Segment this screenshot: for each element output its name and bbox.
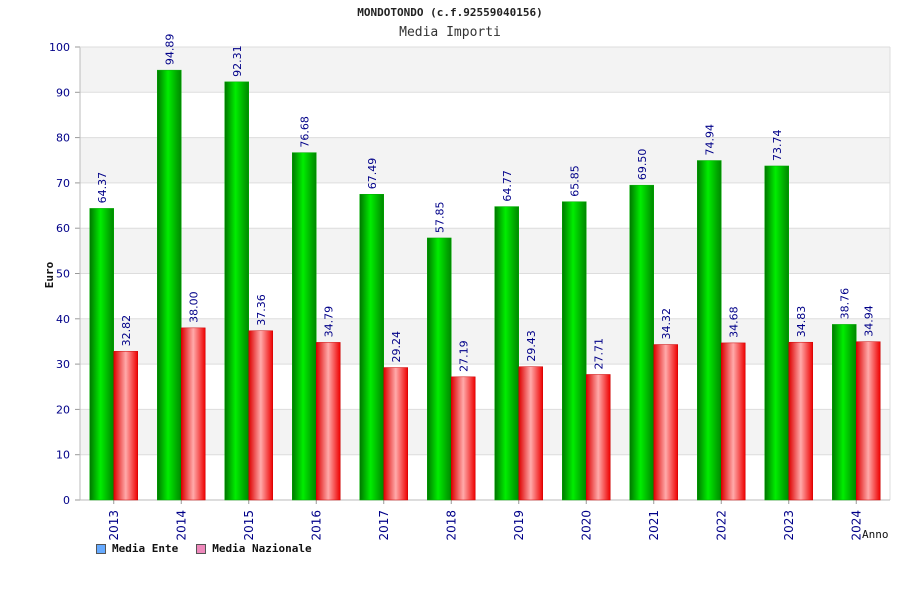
x-tick-label: 2022 xyxy=(714,510,728,541)
bar-media-nazionale xyxy=(181,327,206,501)
bar-media-ente xyxy=(427,237,452,501)
x-tick-label: 2014 xyxy=(174,510,188,541)
bar-media-ente xyxy=(224,81,249,501)
grid-band xyxy=(80,228,890,274)
x-tick-label: 2017 xyxy=(377,510,391,541)
legend: Media Ente Media Nazionale xyxy=(96,542,312,555)
bar-media-nazionale xyxy=(856,341,881,501)
data-label: 27.71 xyxy=(592,338,605,370)
y-tick-label: 0 xyxy=(63,494,70,507)
data-label: 67.49 xyxy=(366,158,379,190)
grid-band xyxy=(80,182,890,229)
legend-swatch-media-nazionale xyxy=(196,543,207,554)
data-label: 29.24 xyxy=(390,331,403,363)
data-label: 64.37 xyxy=(96,172,109,204)
bar-media-ente xyxy=(764,165,789,501)
grid-band xyxy=(80,47,890,93)
grid-band xyxy=(80,364,890,410)
bar-media-nazionale xyxy=(248,330,273,501)
tick-labels: 0 10 20 30 40 50 60 70 80 90 100 2013 2014 2015 2016 20… xyxy=(49,41,863,541)
y-tick-label: 100 xyxy=(49,41,70,54)
bar-media-nazionale xyxy=(383,367,408,501)
data-label: 64.77 xyxy=(501,170,514,202)
bar-media-nazionale xyxy=(586,374,611,501)
y-tick-label: 50 xyxy=(56,268,70,281)
data-label: 34.32 xyxy=(660,308,673,340)
data-label: 34.83 xyxy=(795,306,808,338)
data-label: 32.82 xyxy=(120,315,133,347)
legend-item-media-ente: Media Ente xyxy=(96,542,178,555)
bar-media-ente xyxy=(562,201,587,501)
y-tick-label: 80 xyxy=(56,132,70,145)
chart-subtitle: Media Importi xyxy=(399,25,501,40)
data-label: 92.31 xyxy=(231,45,244,77)
legend-item-media-nazionale: Media Nazionale xyxy=(196,542,312,555)
bar-media-nazionale xyxy=(653,344,678,501)
grid-band xyxy=(80,409,890,455)
y-tick-label: 90 xyxy=(56,86,70,99)
x-tick-label: 2023 xyxy=(782,510,796,541)
x-tick-label: 2018 xyxy=(444,510,458,541)
bar-media-ente xyxy=(157,69,182,501)
bar-media-ente xyxy=(359,194,384,501)
bar-media-ente xyxy=(832,324,857,501)
x-tick-label: 2024 xyxy=(849,510,863,541)
data-label: 29.43 xyxy=(525,330,538,362)
data-label: 34.79 xyxy=(322,306,335,338)
x-tick-label: 2016 xyxy=(309,510,323,541)
x-tick-label: 2019 xyxy=(512,510,526,541)
y-tick-label: 10 xyxy=(56,449,70,462)
data-label: 74.94 xyxy=(703,124,716,156)
bar-media-ente xyxy=(494,206,519,501)
bar-media-ente xyxy=(292,152,317,501)
bar-media-nazionale xyxy=(451,376,476,501)
grid-band xyxy=(80,273,890,319)
grid-band xyxy=(80,454,890,500)
data-label: 65.85 xyxy=(568,165,581,197)
bar-media-nazionale xyxy=(721,342,746,501)
axes xyxy=(75,46,891,504)
legend-label-media-nazionale: Media Nazionale xyxy=(212,542,312,555)
bar-media-ente xyxy=(697,160,722,501)
bar-media-nazionale xyxy=(518,366,543,501)
x-tick-label: 2015 xyxy=(242,510,256,541)
data-label: 76.68 xyxy=(298,116,311,148)
bar-media-ente xyxy=(89,208,114,501)
y-tick-label: 40 xyxy=(56,313,70,326)
data-labels: 64.37 32.82 94.89 38.00 92.31 37.36 76.68 34.79… xyxy=(96,34,876,372)
grid-band xyxy=(80,318,890,365)
chart-title: MONDOTONDO (c.f.92559040156) xyxy=(357,6,543,19)
data-label: 38.76 xyxy=(838,288,851,320)
data-label: 38.00 xyxy=(187,291,200,323)
x-tick-label: 2021 xyxy=(647,510,661,541)
grid-band xyxy=(80,137,890,183)
legend-swatch-media-ente xyxy=(96,543,106,554)
y-axis-label: Euro xyxy=(43,261,56,288)
grid-band xyxy=(80,92,890,138)
data-label: 37.36 xyxy=(255,294,268,326)
y-tick-label: 70 xyxy=(56,177,70,190)
y-tick-label: 60 xyxy=(56,222,70,235)
legend-label-media-ente: Media Ente xyxy=(112,542,179,555)
x-axis-label: Anno xyxy=(862,528,889,541)
bar-media-nazionale xyxy=(316,342,341,501)
bar-media-nazionale xyxy=(788,341,813,501)
bars xyxy=(89,69,881,501)
bar-media-ente xyxy=(629,184,654,501)
x-tick-label: 2013 xyxy=(107,510,121,541)
data-label: 34.94 xyxy=(862,305,875,337)
bar-media-nazionale xyxy=(113,351,138,501)
y-tick-label: 20 xyxy=(56,403,70,416)
data-label: 57.85 xyxy=(433,201,446,233)
grid-bands xyxy=(80,47,890,500)
data-label: 69.50 xyxy=(636,149,649,181)
data-label: 27.19 xyxy=(457,340,470,372)
x-tick-label: 2020 xyxy=(579,510,593,541)
y-tick-label: 30 xyxy=(56,358,70,371)
data-label: 34.68 xyxy=(727,306,740,338)
data-label: 94.89 xyxy=(163,34,176,66)
data-label: 73.74 xyxy=(771,129,784,161)
